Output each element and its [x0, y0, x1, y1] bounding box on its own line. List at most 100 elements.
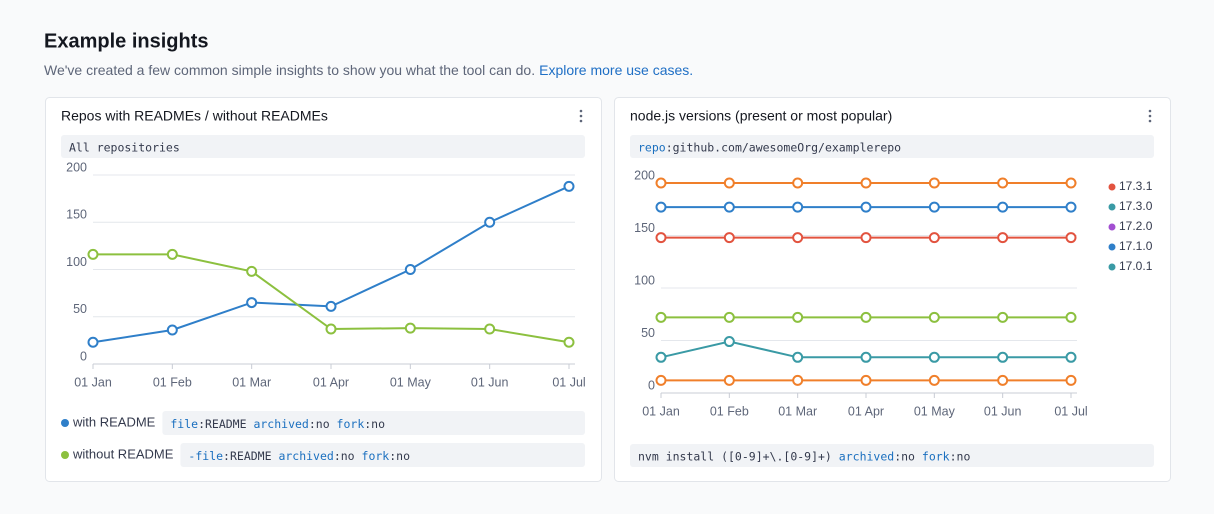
x-tick-label: 01 Jun — [471, 375, 509, 389]
query-token: fork — [922, 449, 950, 463]
card — [614, 97, 1171, 482]
point — [997, 201, 1009, 213]
point — [723, 311, 735, 323]
y-tick-label: 50 — [641, 326, 655, 340]
query-token: :no — [364, 417, 385, 431]
query: -file:README archived:no fork:no — [188, 449, 410, 463]
query-token: nvm install ([0-9]+\.[0-9]+) — [638, 449, 839, 463]
point — [723, 201, 735, 213]
y-tick-label: 0 — [648, 378, 655, 392]
point — [860, 311, 872, 323]
legend-label: with README — [72, 414, 156, 429]
legend-dot — [1108, 183, 1116, 191]
legend-dot — [1108, 243, 1116, 251]
y-tick-label: 50 — [73, 302, 87, 316]
point — [1065, 374, 1077, 386]
menu-dot — [1148, 114, 1152, 118]
query-box — [162, 411, 585, 435]
x-tick-label: 01 May — [390, 375, 432, 389]
legend-label: 17.3.1 — [1119, 179, 1153, 193]
query: repo:github.com/awesomeOrg/examplerepo — [638, 140, 901, 154]
x-tick-label: 01 Feb — [153, 375, 192, 389]
legend-dot — [61, 419, 69, 427]
point — [166, 248, 178, 260]
legend-label: 17.2.0 — [1119, 219, 1153, 233]
point — [655, 311, 667, 323]
query: nvm install ([0-9]+\.[0-9]+) archived:no… — [638, 449, 970, 463]
link[interactable]: Explore more use cases. — [539, 62, 693, 78]
page-title: Example insights — [44, 30, 209, 52]
card — [45, 97, 602, 482]
point — [166, 324, 178, 336]
legend-dot — [1108, 223, 1116, 231]
x-tick-label: 01 Mar — [232, 375, 271, 389]
query-token: :no — [950, 449, 971, 463]
query-token: archived — [253, 417, 308, 431]
menu-dot — [579, 109, 583, 113]
legend-label: 17.1.0 — [1119, 239, 1153, 253]
y-tick-label: 200 — [66, 160, 87, 174]
point — [928, 232, 940, 244]
point — [928, 177, 940, 189]
query-token: :no — [334, 449, 362, 463]
point — [860, 201, 872, 213]
query-token: All repositories — [69, 140, 180, 154]
x-tick-label: 01 Jul — [1054, 404, 1087, 418]
point — [1065, 232, 1077, 244]
point — [928, 351, 940, 363]
legend-label: without README — [72, 446, 174, 461]
point — [792, 374, 804, 386]
card-title: Repos with READMEs / without READMEs — [61, 108, 328, 124]
legend-dot — [1108, 203, 1116, 211]
query-token: archived — [839, 449, 894, 463]
legend-label: 17.0.1 — [1119, 259, 1153, 273]
x-tick-label: 01 Jun — [984, 404, 1022, 418]
point — [928, 374, 940, 386]
point — [723, 232, 735, 244]
point — [792, 177, 804, 189]
point — [792, 232, 804, 244]
description: We've created a few common simple insigh… — [44, 62, 535, 78]
point — [792, 201, 804, 213]
legend-dot — [61, 451, 69, 459]
point — [655, 177, 667, 189]
y-tick-label: 150 — [66, 208, 87, 222]
point — [484, 216, 496, 228]
point — [997, 311, 1009, 323]
point — [655, 201, 667, 213]
query-token: file — [170, 417, 198, 431]
x-tick-label: 01 Jan — [642, 404, 680, 418]
y-tick-label: 150 — [634, 221, 655, 235]
legend-dot — [1108, 263, 1116, 271]
x-tick-label: 01 May — [914, 404, 956, 418]
point — [484, 323, 496, 335]
point — [655, 351, 667, 363]
point — [860, 374, 872, 386]
point — [87, 248, 99, 260]
y-tick-label: 100 — [634, 273, 655, 287]
point — [404, 264, 416, 275]
query-token: fork — [362, 449, 390, 463]
point — [655, 232, 667, 244]
point — [246, 297, 258, 309]
point — [860, 351, 872, 363]
query-token: archived — [278, 449, 333, 463]
legend-label: 17.3.0 — [1119, 199, 1153, 213]
query-box — [61, 135, 585, 158]
point — [997, 177, 1009, 189]
menu-dot — [1148, 119, 1152, 123]
query-token: fork — [337, 417, 365, 431]
query-box — [630, 444, 1154, 467]
query-token: :README — [223, 449, 278, 463]
query-token: :no — [894, 449, 922, 463]
x-tick-label: 01 Apr — [313, 375, 349, 389]
point — [723, 374, 735, 386]
query: file:README archived:no fork:no — [170, 417, 385, 431]
query: All repositories — [69, 140, 180, 154]
point — [1065, 201, 1077, 213]
point — [563, 336, 575, 348]
point — [87, 336, 99, 348]
y-tick-label: 200 — [634, 168, 655, 182]
x-tick-label: 01 Feb — [710, 404, 749, 418]
query-box — [180, 443, 585, 467]
